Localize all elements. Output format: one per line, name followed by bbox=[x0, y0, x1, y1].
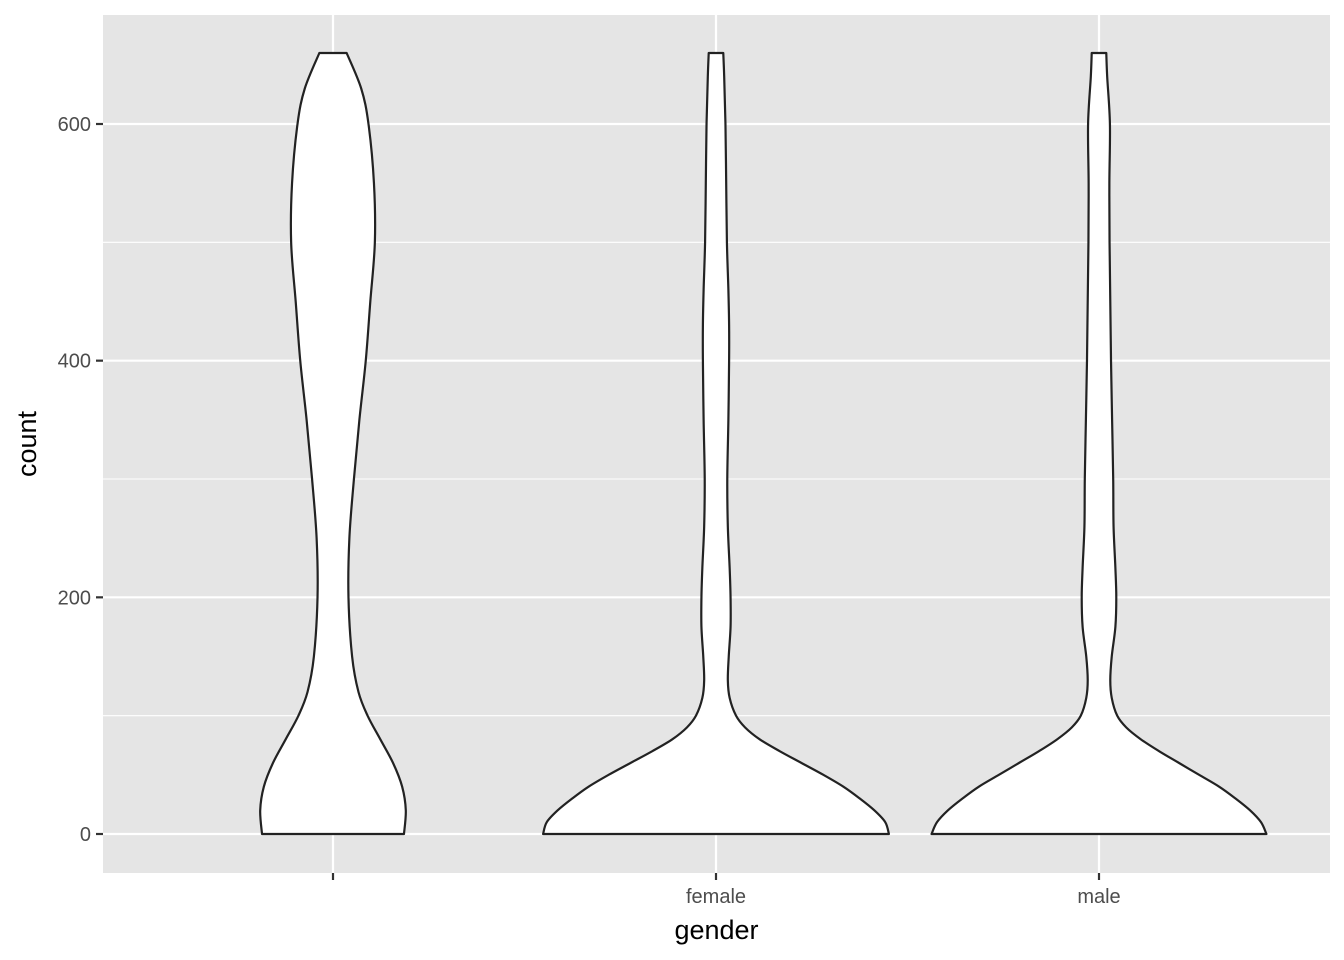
y-axis: 0 200 400 600 bbox=[58, 114, 103, 846]
violins bbox=[259, 51, 1268, 836]
y-tick-label: 0 bbox=[80, 824, 91, 846]
x-tick-label: female bbox=[686, 886, 746, 908]
violin-female bbox=[542, 51, 890, 836]
y-tick-label: 600 bbox=[58, 114, 91, 136]
y-tick-label: 200 bbox=[58, 587, 91, 609]
x-tick-label: male bbox=[1077, 886, 1120, 908]
violin-male bbox=[930, 51, 1268, 836]
x-axis: female male bbox=[331, 873, 1121, 908]
y-axis-title: count bbox=[12, 410, 42, 477]
x-axis-title: gender bbox=[674, 915, 758, 945]
violin-blank bbox=[259, 51, 407, 836]
y-tick-label: 400 bbox=[58, 351, 91, 373]
